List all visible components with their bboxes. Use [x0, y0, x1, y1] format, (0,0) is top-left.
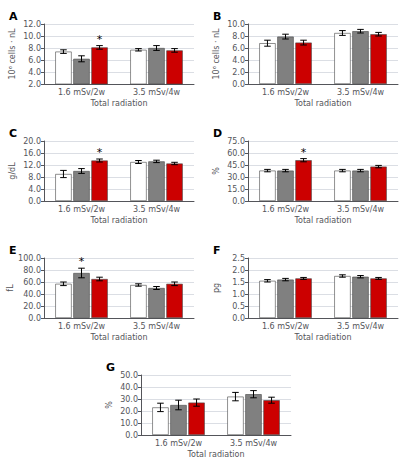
svg-text:2.0: 2.0	[28, 80, 41, 89]
svg-text:3.5 mSv/4w: 3.5 mSv/4w	[230, 439, 278, 448]
svg-text:Total radiation: Total radiation	[90, 99, 148, 108]
svg-text:6.0: 6.0	[28, 56, 41, 65]
svg-text:30.0: 30.0	[120, 395, 138, 404]
svg-text:60.0: 60.0	[227, 149, 245, 158]
svg-text:F: F	[213, 244, 221, 257]
svg-text:0.5: 0.5	[232, 302, 245, 311]
svg-text:Total radiation: Total radiation	[187, 450, 245, 459]
svg-text:10.0: 10.0	[227, 20, 245, 29]
svg-text:8.0: 8.0	[28, 44, 41, 53]
svg-text:3.5 mSv/4w: 3.5 mSv/4w	[133, 322, 181, 331]
svg-text:20.0: 20.0	[23, 302, 41, 311]
svg-text:80.0: 80.0	[23, 266, 41, 275]
svg-text:4.0: 4.0	[28, 68, 41, 77]
svg-text:2.0: 2.0	[232, 266, 245, 275]
svg-text:2.0: 2.0	[232, 68, 245, 77]
svg-text:3.5 mSv/4w: 3.5 mSv/4w	[337, 322, 385, 331]
svg-text:pg: pg	[212, 283, 221, 293]
svg-text:1.6 mSv/2w: 1.6 mSv/2w	[58, 88, 106, 97]
svg-text:1.6 mSv/2w: 1.6 mSv/2w	[58, 205, 106, 214]
svg-text:1.6 mSv/2w: 1.6 mSv/2w	[58, 322, 106, 331]
svg-text:Total radiation: Total radiation	[90, 333, 148, 342]
svg-text:0.0: 0.0	[125, 431, 138, 440]
svg-text:0.0: 0.0	[232, 197, 245, 206]
svg-text:10.0: 10.0	[23, 32, 41, 41]
svg-text:75.0: 75.0	[227, 137, 245, 146]
svg-text:2.5: 2.5	[232, 254, 245, 263]
svg-text:Total radiation: Total radiation	[90, 216, 148, 225]
svg-text:D: D	[213, 127, 222, 140]
svg-text:100.0: 100.0	[18, 254, 41, 263]
svg-text:1.6 mSv/2w: 1.6 mSv/2w	[262, 322, 310, 331]
svg-text:4.0: 4.0	[28, 185, 41, 194]
svg-text:15.0: 15.0	[227, 185, 245, 194]
svg-text:0.0: 0.0	[232, 314, 245, 323]
svg-text:20.0: 20.0	[23, 137, 41, 146]
svg-text:*: *	[301, 146, 307, 159]
svg-text:40.0: 40.0	[120, 383, 138, 392]
svg-text:0.0: 0.0	[232, 80, 245, 89]
svg-text:*: *	[97, 146, 103, 159]
svg-text:10⁶ cells · nL: 10⁶ cells · nL	[212, 28, 221, 80]
svg-text:1.6 mSv/2w: 1.6 mSv/2w	[155, 439, 203, 448]
svg-text:60.0: 60.0	[23, 278, 41, 287]
svg-text:g/dL: g/dL	[8, 162, 17, 180]
svg-text:10.0: 10.0	[120, 419, 138, 428]
svg-text:*: *	[79, 255, 85, 268]
svg-text:3.5 mSv/4w: 3.5 mSv/4w	[133, 88, 181, 97]
svg-text:20.0: 20.0	[120, 407, 138, 416]
svg-text:1.5: 1.5	[232, 278, 245, 287]
svg-text:%: %	[212, 167, 221, 175]
svg-text:0.0: 0.0	[28, 197, 41, 206]
svg-text:Total radiation: Total radiation	[294, 216, 352, 225]
svg-text:E: E	[9, 244, 17, 257]
svg-text:8.0: 8.0	[232, 32, 245, 41]
svg-text:Total radiation: Total radiation	[294, 99, 352, 108]
svg-text:B: B	[213, 10, 221, 23]
svg-text:Total radiation: Total radiation	[294, 333, 352, 342]
svg-text:fL: fL	[6, 284, 15, 292]
svg-text:50.0: 50.0	[120, 371, 138, 380]
svg-text:1.6 mSv/2w: 1.6 mSv/2w	[262, 205, 310, 214]
svg-text:G: G	[106, 361, 115, 374]
svg-text:3.5 mSv/4w: 3.5 mSv/4w	[337, 88, 385, 97]
svg-text:12.0: 12.0	[23, 161, 41, 170]
svg-text:4.0: 4.0	[232, 56, 245, 65]
svg-text:0.0: 0.0	[28, 314, 41, 323]
svg-text:16.0: 16.0	[23, 149, 41, 158]
svg-text:1.0: 1.0	[232, 290, 245, 299]
svg-text:30.0: 30.0	[227, 173, 245, 182]
svg-text:8.0: 8.0	[28, 173, 41, 182]
svg-text:3.5 mSv/4w: 3.5 mSv/4w	[337, 205, 385, 214]
svg-text:10⁶ cells · nL: 10⁶ cells · nL	[8, 28, 17, 80]
svg-text:6.0: 6.0	[232, 44, 245, 53]
svg-text:45.0: 45.0	[227, 161, 245, 170]
svg-text:12.0: 12.0	[23, 20, 41, 29]
svg-text:A: A	[9, 10, 18, 23]
svg-text:*: *	[97, 33, 103, 46]
svg-text:40.0: 40.0	[23, 290, 41, 299]
svg-text:3.5 mSv/4w: 3.5 mSv/4w	[133, 205, 181, 214]
svg-text:%: %	[105, 401, 114, 409]
svg-text:1.6 mSv/2w: 1.6 mSv/2w	[262, 88, 310, 97]
svg-text:C: C	[9, 127, 17, 140]
